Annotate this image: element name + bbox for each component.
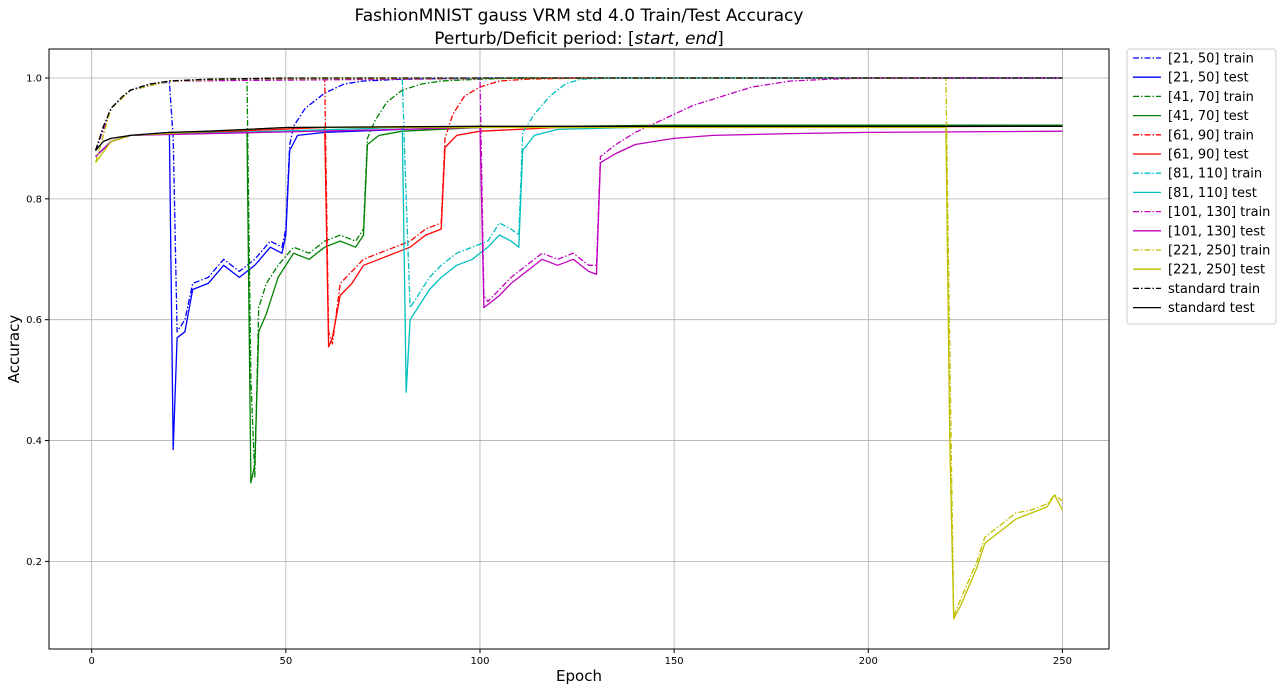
series-line-13: [95, 125, 1063, 151]
y-tick-label: 0.2: [26, 557, 42, 568]
plot-frame: [48, 48, 1110, 650]
series-line-3: [95, 124, 1063, 484]
chart-title: FashionMNIST gauss VRM std 4.0 Train/Tes…: [355, 6, 804, 26]
series-line-7: [95, 125, 1063, 393]
x-axis-label: Epoch: [556, 667, 602, 685]
y-tick-label: 1.0: [26, 74, 42, 85]
x-tick-label: 200: [859, 656, 878, 667]
chart-subtitle: Perturb/Deficit period: [start, end]: [434, 29, 723, 49]
legend: [21, 50] train [21, 50] test [41, 70] trai…: [1126, 48, 1277, 325]
legend-label: [21, 50] test: [1168, 71, 1249, 86]
legend-frame: [1126, 48, 1277, 325]
chart-subtitle-prefix: Perturb/Deficit period: [: [434, 29, 634, 49]
series-line-1: [95, 125, 1063, 451]
x-tick-label: 150: [665, 656, 684, 667]
legend-label: standard train: [1168, 282, 1260, 297]
chart-subtitle-start: start: [635, 29, 676, 49]
legend-label: standard test: [1168, 301, 1255, 316]
x-tick-label: 0: [89, 656, 95, 667]
tick-layer: 0 50 100 150 200 250 0.2 0.4 0.6 0.8 1.0: [26, 74, 1072, 667]
chart-subtitle-sep: ,: [674, 29, 685, 49]
x-tick-label: 50: [279, 656, 292, 667]
chart-subtitle-end: end: [685, 29, 717, 49]
legend-label: [101, 130] test: [1168, 224, 1265, 239]
y-tick-label: 0.6: [26, 315, 42, 326]
legend-label: [221, 250] test: [1168, 263, 1265, 278]
legend-label: [41, 70] train: [1168, 90, 1254, 105]
series-line-12: [94, 77, 1063, 151]
legend-label: [41, 70] test: [1168, 109, 1249, 124]
x-tick-label: 250: [1053, 656, 1072, 667]
chart-subtitle-suffix: ]: [717, 29, 724, 49]
y-tick-label: 0.4: [26, 436, 42, 447]
y-axis-label: Accuracy: [5, 315, 23, 384]
y-tick-label: 0.8: [26, 194, 42, 205]
legend-label: [221, 250] train: [1168, 244, 1270, 259]
legend-label: [81, 110] test: [1168, 186, 1257, 201]
legend-label: [61, 90] train: [1168, 128, 1254, 143]
legend-label: [101, 130] train: [1168, 205, 1270, 220]
x-tick-label: 100: [470, 656, 489, 667]
legend-label: [61, 90] test: [1168, 148, 1249, 163]
series-layer: [94, 77, 1063, 620]
legend-label: [21, 50] train: [1168, 52, 1254, 67]
legend-label: [81, 110] train: [1168, 167, 1262, 182]
series-line-9: [95, 126, 1063, 309]
